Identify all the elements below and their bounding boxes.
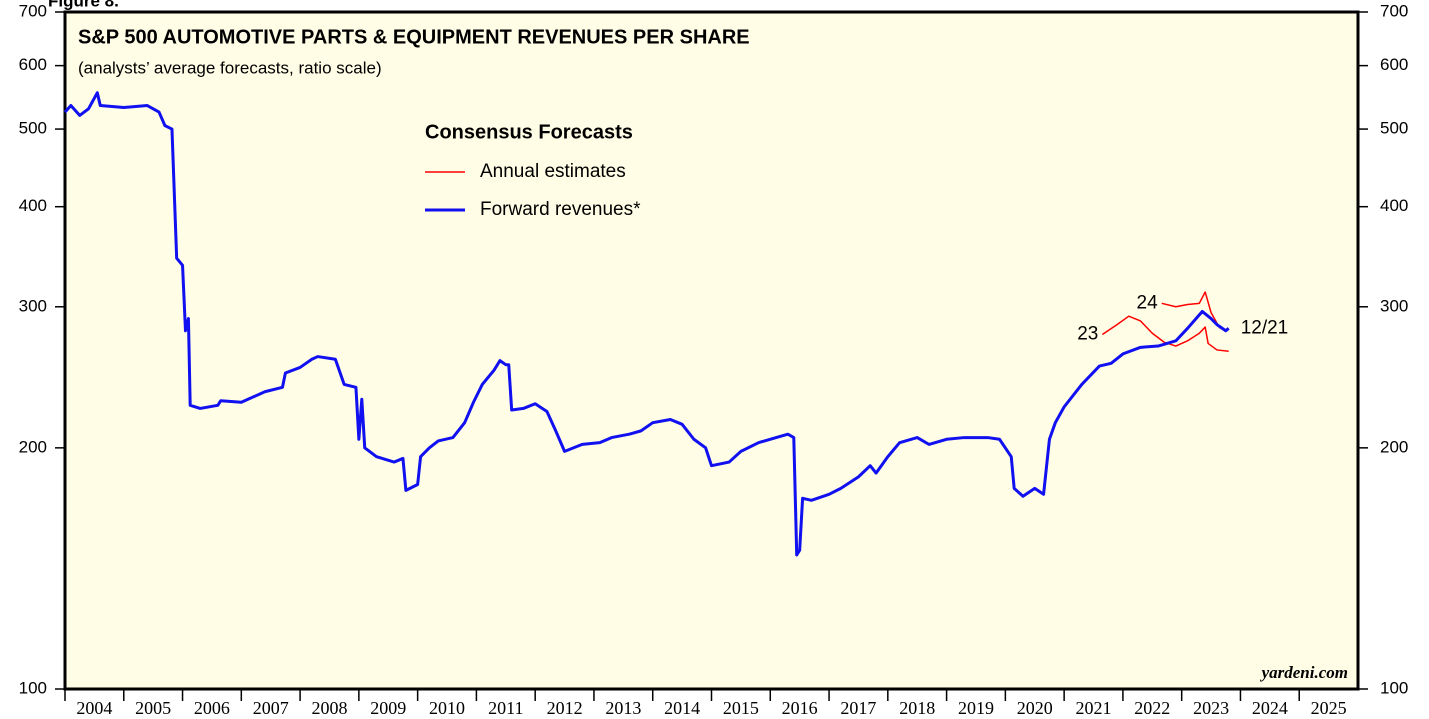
series-label: 12/21 <box>1241 317 1289 338</box>
x-tick-label: 2010 <box>429 698 465 718</box>
y2-tick-label: 700 <box>1380 1 1408 20</box>
x-tick-label: 2005 <box>135 698 171 718</box>
series-label: 24 <box>1137 292 1159 313</box>
y-tick-label: 300 <box>19 296 47 315</box>
series-line <box>63 91 1230 557</box>
series-line <box>1101 315 1229 353</box>
x-tick-label: 2004 <box>76 698 112 718</box>
y2-tick-label: 400 <box>1380 196 1408 215</box>
figure-label: Figure 8. <box>48 0 119 10</box>
legend-label: Annual estimates <box>480 161 626 182</box>
y-tick-label: 100 <box>19 678 47 697</box>
y-tick-label: 500 <box>19 119 47 138</box>
x-tick-label: 2015 <box>723 698 759 718</box>
x-tick-label: 2006 <box>194 698 230 718</box>
x-tick-label: 2023 <box>1193 698 1229 718</box>
legend-title: Consensus Forecasts <box>425 121 633 143</box>
y2-tick-label: 300 <box>1380 296 1408 315</box>
x-tick-label: 2022 <box>1134 698 1170 718</box>
chart-title: S&P 500 AUTOMOTIVE PARTS & EQUIPMENT REV… <box>78 26 750 48</box>
series-label: 23 <box>1077 324 1098 345</box>
x-tick-label: 2018 <box>899 698 935 718</box>
x-tick-label: 2011 <box>488 698 523 718</box>
x-tick-label: 2017 <box>840 698 876 718</box>
x-tick-label: 2019 <box>958 698 994 718</box>
x-tick-label: 2009 <box>370 698 406 718</box>
chart-subtitle: (analysts’ average forecasts, ratio scal… <box>78 58 382 77</box>
y2-tick-label: 500 <box>1380 119 1408 138</box>
series-line <box>1161 291 1221 329</box>
legend-label: Forward revenues* <box>480 199 641 220</box>
x-tick-label: 2025 <box>1311 698 1347 718</box>
y-tick-label: 600 <box>19 55 47 74</box>
x-tick-label: 2016 <box>782 698 818 718</box>
x-tick-label: 2024 <box>1252 698 1288 718</box>
y2-tick-label: 200 <box>1380 437 1408 456</box>
x-tick-label: 2008 <box>311 698 347 718</box>
x-tick-label: 2020 <box>1017 698 1053 718</box>
y-tick-label: 200 <box>19 437 47 456</box>
y2-tick-label: 100 <box>1380 678 1408 697</box>
plot-area <box>63 10 1360 691</box>
x-tick-label: 2021 <box>1076 698 1112 718</box>
y-tick-label: 700 <box>19 1 47 20</box>
x-tick-label: 2012 <box>547 698 583 718</box>
x-tick-label: 2013 <box>605 698 641 718</box>
y-tick-label: 400 <box>19 196 47 215</box>
source: yardeni.com <box>1260 663 1348 682</box>
x-tick-label: 2014 <box>664 698 700 718</box>
y2-tick-label: 600 <box>1380 55 1408 74</box>
x-tick-label: 2007 <box>253 698 289 718</box>
